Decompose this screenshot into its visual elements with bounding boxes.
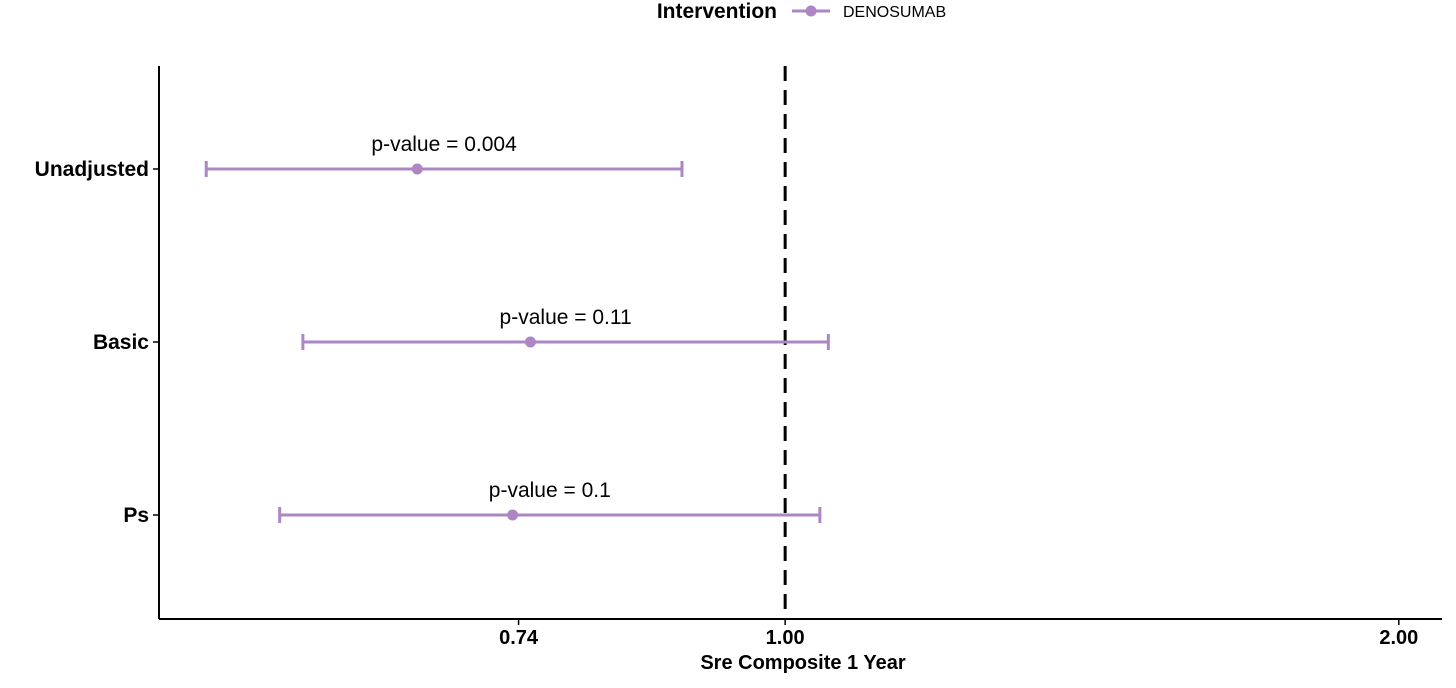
ci-group: p-value = 0.11 [301,306,830,350]
p-value-label: p-value = 0.11 [500,306,632,329]
p-value-label: p-value = 0.004 [371,133,517,156]
ci-group: p-value = 0.1 [278,479,822,523]
y-tick-label: Basic [93,331,149,354]
point-estimate [507,509,519,521]
y-tick-label: Ps [123,504,149,527]
x-tick-label: 2.00 [1379,627,1418,649]
x-tick-label: 0.74 [499,627,539,649]
ci-group: p-value = 0.004 [204,133,684,177]
p-value-label: p-value = 0.1 [489,479,611,502]
legend: Intervention DENOSUMAB [657,0,946,23]
point-estimate [411,163,423,175]
legend-label-denosumab: DENOSUMAB [843,4,946,21]
x-axis-title: Sre Composite 1 Year [700,652,906,674]
x-tick-label: 1.00 [766,627,805,649]
legend-title: Intervention [657,0,777,23]
point-estimate [524,336,536,348]
legend-key-marker [805,5,817,17]
plot-area: p-value = 0.004 p-value = 0.11 p-value = 0… [158,66,1442,620]
y-tick-label: Unadjusted [35,158,149,181]
